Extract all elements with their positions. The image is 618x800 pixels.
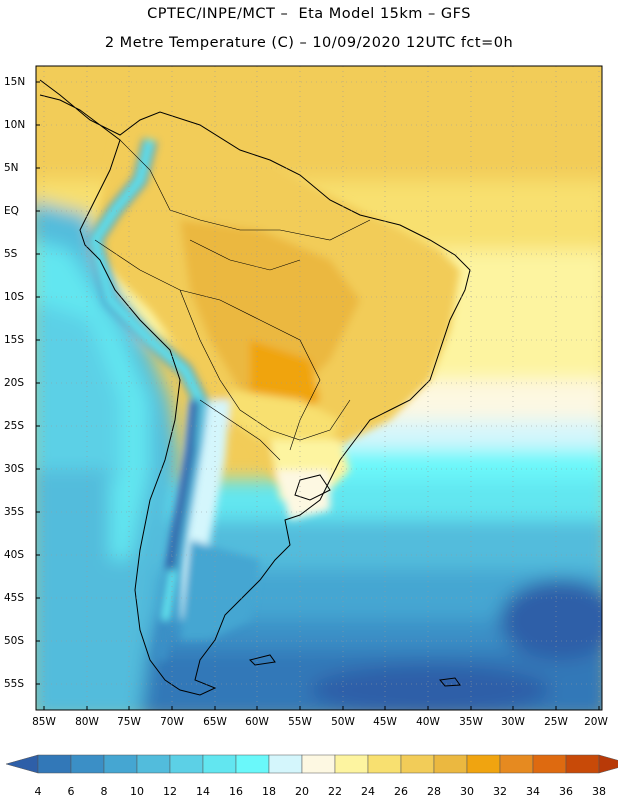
lon-label: 85W (32, 716, 56, 728)
colorbar-cell (136, 754, 171, 774)
colorbar-cell (235, 754, 270, 774)
colorbar (5, 754, 618, 774)
lon-label: 35W (459, 716, 483, 728)
colorbar-label: 34 (526, 785, 540, 798)
lat-label: 30S (4, 463, 25, 475)
colorbar-label: 20 (295, 785, 309, 798)
lon-label: 70W (160, 716, 184, 728)
lat-label: 40S (4, 549, 25, 561)
colorbar-cell (499, 754, 534, 774)
colorbar-label: 22 (328, 785, 342, 798)
colorbar-label: 12 (163, 785, 177, 798)
colorbar-label: 8 (100, 785, 108, 798)
colorbar-label: 32 (493, 785, 507, 798)
colorbar-cell (367, 754, 402, 774)
coastlines (39, 79, 471, 696)
colorbar-cell (202, 754, 237, 774)
lon-label: 45W (373, 716, 397, 728)
lat-label: 10S (4, 291, 25, 303)
colorbar-label: 38 (592, 785, 606, 798)
colorbar-label: 4 (34, 785, 42, 798)
lon-label: 50W (331, 716, 355, 728)
colorbar-label: 16 (229, 785, 243, 798)
colorbar-cell (433, 754, 468, 774)
lat-label: EQ (4, 205, 19, 217)
colorbar-label: 24 (361, 785, 375, 798)
lon-label: 30W (501, 716, 525, 728)
lon-label: 75W (117, 716, 141, 728)
lat-label: 55S (4, 678, 25, 690)
lat-label: 15S (4, 334, 25, 346)
colorbar-left-arrow (5, 754, 39, 774)
colorbar-label: 10 (130, 785, 144, 798)
lon-label: 80W (75, 716, 99, 728)
colorbar-label: 28 (427, 785, 441, 798)
colorbar-cell (400, 754, 435, 774)
colorbar-cell (532, 754, 567, 774)
lat-label: 15N (4, 76, 26, 88)
lon-label: 65W (203, 716, 227, 728)
map-title-line-2: 2 Metre Temperature (C) – 10/09/2020 12U… (104, 35, 514, 51)
temperature-field (36, 66, 602, 710)
lat-label: 10N (4, 119, 26, 131)
lat-label: 25S (4, 420, 25, 432)
lon-label: 55W (288, 716, 312, 728)
map-title-line-1: CPTEC/INPE/MCT – Eta Model 15km – GFS (147, 6, 471, 22)
colorbar-label: 30 (460, 785, 474, 798)
lat-label: 35S (4, 506, 25, 518)
colorbar-cell (334, 754, 369, 774)
colorbar-cell (169, 754, 204, 774)
colorbar-cell (37, 754, 72, 774)
lon-label: 40W (416, 716, 440, 728)
colorbar-cell (103, 754, 138, 774)
lat-label: 50S (4, 635, 25, 647)
lat-label: 5N (4, 162, 19, 174)
axis-ticks (36, 81, 600, 710)
country-borders (94, 139, 371, 461)
lat-label: 45S (4, 592, 25, 604)
colorbar-cell (565, 754, 600, 774)
colorbar-right-arrow (598, 754, 618, 774)
colorbar-cell (70, 754, 105, 774)
colorbar-cell (466, 754, 501, 774)
lat-label: 5S (4, 248, 18, 260)
colorbar-label: 14 (196, 785, 210, 798)
colorbar-label: 26 (394, 785, 408, 798)
map-frame (35, 65, 603, 711)
colorbar-cell (301, 754, 336, 774)
lon-label: 25W (544, 716, 568, 728)
colorbar-cell (268, 754, 303, 774)
colorbar-label: 6 (67, 785, 75, 798)
colorbar-label: 18 (262, 785, 276, 798)
colorbar-label: 36 (559, 785, 573, 798)
lat-label: 20S (4, 377, 25, 389)
lon-label: 20W (584, 716, 608, 728)
lon-label: 60W (245, 716, 269, 728)
